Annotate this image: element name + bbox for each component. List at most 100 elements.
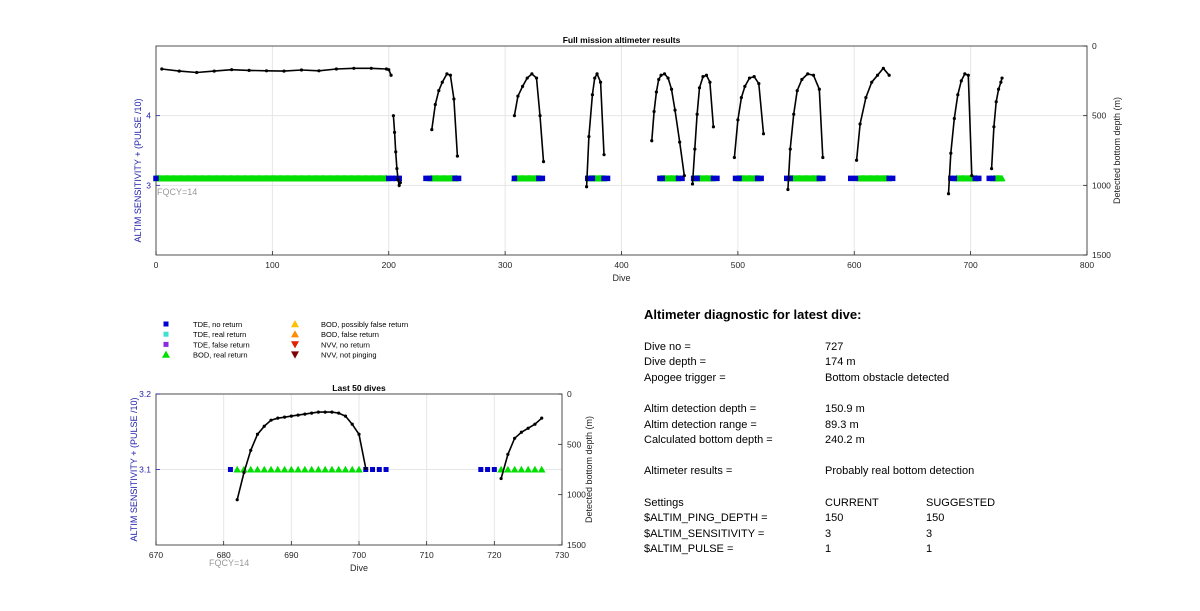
settings-header-row: Settings CURRENT SUGGESTED: [644, 497, 1164, 512]
legend-marker: [163, 331, 169, 337]
legend-label: BOD, real return: [193, 351, 248, 360]
tde-no-return-marker: [986, 175, 992, 182]
bottom-depth-point: [242, 470, 246, 475]
bottom-depth-point: [195, 70, 199, 75]
bottom-depth-series: [990, 77, 1003, 169]
legend-marker: [291, 341, 299, 349]
bottom-depth-point: [520, 84, 525, 89]
tde-no-return-marker: [710, 175, 717, 182]
settings-header-current: CURRENT: [825, 497, 879, 509]
bottom-depth-point: [526, 426, 530, 430]
x-axis-label: Dive: [612, 273, 630, 283]
bottom-depth-point: [525, 76, 529, 80]
bod-real-return-marker: [524, 465, 532, 473]
bottom-depth-point: [870, 80, 874, 84]
bottom-depth-point: [854, 158, 859, 162]
diag-label: Dive depth =: [644, 356, 707, 368]
bottom-depth-point: [299, 68, 304, 72]
legend-label: NVV, not pinging: [321, 351, 377, 360]
setting-suggested: 1: [926, 543, 933, 555]
bottom-depth-point: [786, 187, 790, 192]
y-right-axis-label: Detected bottom depth (m): [1112, 97, 1122, 204]
bottom-depth-series: [691, 74, 715, 184]
tde-no-return-marker: [491, 467, 497, 472]
bottom-depth-point: [282, 415, 287, 419]
y-right-tick-label: 1500: [1092, 250, 1111, 260]
x-tick-label: 670: [149, 550, 163, 560]
bottom-depth-series: [787, 73, 824, 190]
bottom-depth-point: [662, 72, 667, 76]
setting-row-sensitivity: $ALTIM_SENSITIVITY = 3 3: [644, 528, 1164, 543]
bod-real-return-marker: [287, 465, 296, 473]
setting-row-ping-depth: $ALTIM_PING_DEPTH = 150 150: [644, 512, 1164, 527]
bottom-depth-point: [959, 79, 963, 83]
diag-label: Dive no =: [644, 341, 691, 353]
tde-no-return-marker: [370, 467, 376, 472]
bod-real-return-marker: [328, 465, 336, 473]
bottom-depth-point: [249, 448, 253, 452]
tde-no-return-marker: [478, 467, 484, 472]
bottom-depth-point: [455, 154, 460, 158]
bottom-depth-point: [538, 114, 542, 118]
x-tick-label: 500: [731, 260, 745, 270]
bottom-depth-point: [262, 424, 266, 428]
x-tick-label: 720: [487, 550, 501, 560]
bottom-depth-point: [989, 167, 994, 171]
bod-real-return-marker: [301, 465, 309, 473]
x-tick-label: 0: [154, 260, 159, 270]
bottom-depth-point: [296, 413, 300, 417]
bottom-depth-point: [540, 416, 544, 420]
bottom-depth-point: [369, 66, 373, 70]
tde-no-return-marker: [452, 175, 458, 182]
bottom-depth-point: [433, 102, 437, 107]
tde-no-return-marker: [679, 175, 685, 182]
bottom-depth-point: [669, 87, 674, 91]
bod-real-return-marker: [233, 465, 241, 473]
legend-label: TDE, real return: [193, 330, 246, 339]
tde-no-return-marker: [426, 175, 433, 182]
tde-no-return-marker: [536, 175, 542, 182]
legend-marker: [163, 321, 169, 327]
bottom-depth-series: [161, 67, 392, 76]
diag-label: Apogee trigger =: [644, 372, 726, 384]
legend-marker: [291, 330, 299, 338]
bottom-depth-point: [739, 95, 743, 100]
bottom-depth-point: [736, 118, 740, 122]
bottom-depth-series: [651, 72, 686, 176]
y-right-axis-label: Detected bottom depth (m): [584, 416, 594, 523]
bottom-depth-point: [682, 173, 686, 178]
bottom-depth-point: [788, 147, 792, 151]
bottom-depth-point: [949, 151, 953, 155]
x-tick-label: 680: [217, 550, 231, 560]
tde-no-return-marker: [989, 175, 996, 182]
y-left-tick-label: 3.2: [139, 389, 151, 399]
bottom-depth-point: [513, 436, 517, 440]
bottom-depth-point: [821, 155, 825, 160]
bottom-depth-point: [673, 108, 677, 112]
setting-suggested: 150: [926, 512, 945, 524]
diag-row-detection-depth: Altim detection depth = 150.9 m: [644, 403, 1164, 418]
legend-label: BOD, possibly false return: [321, 320, 408, 329]
x-tick-label: 700: [964, 260, 978, 270]
bottom-depth-point: [160, 67, 164, 71]
bottom-depth-point: [704, 73, 709, 77]
diag-value: Bottom obstacle detected: [825, 372, 950, 384]
bottom-depth-point: [235, 498, 239, 502]
tde-no-return-marker: [816, 175, 823, 182]
legend-marker: [291, 351, 299, 359]
bottom-depth-point: [595, 72, 599, 76]
bottom-depth-point: [276, 416, 280, 420]
x-tick-label: 300: [498, 260, 512, 270]
bod-real-return-marker: [341, 465, 350, 473]
diag-label: Altim detection depth =: [644, 403, 757, 415]
diag-row-dive-no: Dive no = 727: [644, 341, 1164, 356]
legend-label: TDE, false return: [193, 340, 250, 349]
bottom-depth-point: [963, 72, 967, 76]
y-left-tick-label: 3: [146, 180, 151, 190]
bottom-depth-point: [177, 69, 181, 73]
settings-header-suggested: SUGGESTED: [926, 497, 996, 509]
diag-value: 240.2 m: [825, 434, 865, 446]
tde-no-return-marker: [376, 467, 382, 472]
bottom-depth-point: [587, 134, 591, 139]
bottom-depth-point: [693, 147, 697, 151]
